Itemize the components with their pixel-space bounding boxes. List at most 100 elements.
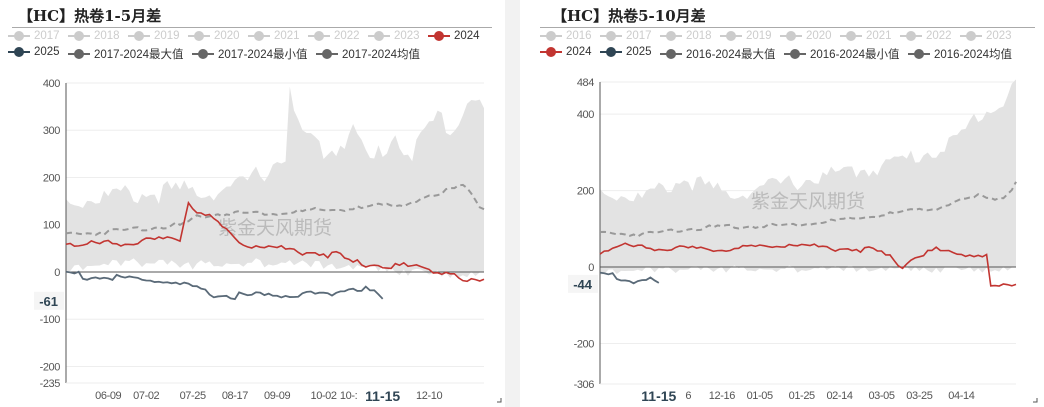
y-tick-label: -200 [574, 338, 595, 350]
x-tick-label: 03-05 [868, 390, 894, 402]
legend-item-2017-2024最小值[interactable]: 2017-2024最小值 [192, 46, 308, 62]
y-tick-label: 200 [577, 186, 594, 198]
legend-item-2025[interactable]: 2025 [600, 46, 652, 58]
legend-item-2016-2024均值[interactable]: 2016-2024均值 [908, 46, 1012, 62]
legend-label: 2023 [394, 30, 420, 42]
y-tick-label: 400 [43, 78, 60, 90]
legend-label: 2023 [986, 30, 1012, 42]
legend-marker-icon [900, 31, 922, 41]
x-tick-label: 11-15 [641, 388, 676, 404]
series-2025-line [65, 270, 384, 301]
legend-item-2022[interactable]: 2022 [900, 30, 952, 42]
x-tick-label: 09-09 [264, 390, 290, 402]
legend-item-2023[interactable]: 2023 [960, 30, 1012, 42]
legend-item-2017[interactable]: 2017 [600, 30, 652, 42]
x-tick-label: 10-: [340, 390, 358, 402]
x-tick-label: 07-02 [133, 390, 159, 402]
legend-marker-icon [316, 49, 338, 59]
legend-item-2017-2024最大值[interactable]: 2017-2024最大值 [68, 46, 184, 62]
legend-item-2019[interactable]: 2019 [720, 30, 772, 42]
legend-label: 2022 [334, 30, 360, 42]
y-tick-label: 400 [577, 109, 594, 121]
legend-label: 2020 [214, 30, 240, 42]
legend-item-2016-2024最小值[interactable]: 2016-2024最小值 [784, 46, 900, 62]
resize-corner-icon [497, 398, 502, 403]
current-value-label: -61 [39, 294, 58, 309]
legend-item-2024[interactable]: 2024 [540, 46, 592, 58]
legend-label: 2025 [626, 46, 652, 58]
watermark: 紫金天风期货 [751, 190, 865, 212]
legend-item-2025[interactable]: 2025 [8, 46, 60, 58]
legend-marker-icon [68, 31, 90, 41]
chart-svg: 400 300 200 100 0 -100 -200 -235 紫金天风期货 -61 06-09 0… [34, 78, 502, 404]
legend-label: 2016-2024最大值 [686, 49, 776, 61]
legend-item-2016-2024最大值[interactable]: 2016-2024最大值 [660, 46, 776, 62]
legend-label: 2017-2024最大值 [94, 49, 184, 61]
legend-marker-icon [540, 47, 562, 57]
x-tick-label: 02-14 [826, 390, 852, 402]
legend-item-2019[interactable]: 2019 [128, 30, 180, 42]
legend-label: 2017-2024均值 [342, 49, 420, 61]
title-divider [12, 27, 492, 28]
y-tick-label: -200 [40, 361, 61, 373]
legend-label: 2019 [746, 30, 772, 42]
current-value-box [568, 274, 598, 293]
legend-item-2021[interactable]: 2021 [840, 30, 892, 42]
legend-label: 2018 [94, 30, 120, 42]
legend-item-2023[interactable]: 2023 [368, 30, 420, 42]
legend-marker-icon [660, 49, 682, 59]
legend-marker-icon [368, 31, 390, 41]
y-tick-label: 100 [43, 220, 60, 232]
x-tick-label: 6 [685, 390, 691, 402]
legend-marker-icon [8, 47, 30, 57]
legend-marker-icon [784, 49, 806, 59]
legend-item-2021[interactable]: 2021 [248, 30, 300, 42]
x-tick-label: 08-17 [222, 390, 248, 402]
chart-panel-5-10: 【HC】热卷5-10月差 2016 2017 2018 2019 2020 2021 2022… [520, 0, 1044, 407]
x-tick-label: 12-16 [709, 390, 735, 402]
legend-label: 2020 [806, 30, 832, 42]
legend-marker-icon [960, 31, 982, 41]
legend-item-2020[interactable]: 2020 [780, 30, 832, 42]
legend-marker-icon [192, 49, 214, 59]
chart-panel-1-5: 【HC】热卷1-5月差 2017 2018 2019 2020 2021 2022 2023 2… [0, 0, 505, 407]
legend-marker-icon [188, 31, 210, 41]
x-tick-label: 06-09 [95, 390, 121, 402]
legend-item-2022[interactable]: 2022 [308, 30, 360, 42]
legend-item-2024[interactable]: 2024 [428, 30, 480, 42]
legend-marker-icon [600, 47, 622, 57]
x-tick-label: 12-10 [416, 390, 442, 402]
legend-marker-icon [308, 31, 330, 41]
legend-item-2018[interactable]: 2018 [660, 30, 712, 42]
legend-item-2016[interactable]: 2016 [540, 30, 592, 42]
legend-marker-icon [660, 31, 682, 41]
current-value-label: -44 [573, 277, 593, 292]
y-tick-label: -100 [40, 314, 61, 326]
x-tick-label: 11-15 [365, 388, 400, 404]
legend-marker-icon [720, 31, 742, 41]
legend-item-2017-2024均值[interactable]: 2017-2024均值 [316, 46, 420, 62]
legend-label: 2016 [566, 30, 592, 42]
legend-item-2020[interactable]: 2020 [188, 30, 240, 42]
y-tick-label: 200 [43, 172, 60, 184]
legend-label: 2024 [454, 30, 480, 42]
x-tick-label: 01-05 [747, 390, 773, 402]
chart-svg: 484 400 200 0 -200 -306 紫金天风期货 -44 11-15 6 12-16 01… [568, 77, 1038, 404]
max-min-band [600, 79, 1016, 275]
legend-item-2018[interactable]: 2018 [68, 30, 120, 42]
series-2024-line [599, 242, 1017, 287]
legend-label: 2019 [154, 30, 180, 42]
title-divider [540, 27, 1035, 28]
legend-label: 2017 [34, 30, 60, 42]
chart-title: 【HC】热卷5-10月差 [552, 7, 706, 25]
series-2024-line [65, 200, 485, 283]
legend-marker-icon [600, 31, 622, 41]
watermark: 紫金天风期货 [218, 217, 332, 239]
y-tick-label: 0 [588, 262, 594, 274]
legend-label: 2018 [686, 30, 712, 42]
legend-item-2017[interactable]: 2017 [8, 30, 60, 42]
x-tick-label: 01-25 [789, 390, 815, 402]
legend-marker-icon [780, 31, 802, 41]
x-tick-label: 07-25 [180, 390, 206, 402]
resize-corner-icon [1033, 398, 1038, 403]
